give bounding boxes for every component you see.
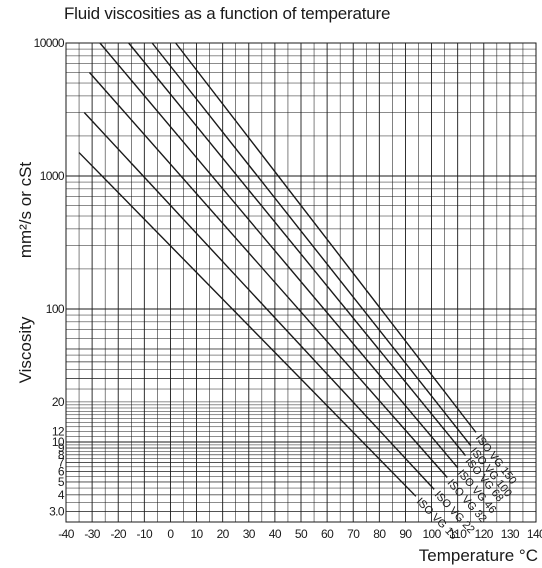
y-tick-label: 5 (58, 475, 65, 489)
y-tick-label: 20 (52, 395, 65, 409)
y-tick-label: 4 (58, 488, 65, 502)
series-lines (78, 42, 477, 497)
chart-title: Fluid viscosities as a function of tempe… (64, 4, 391, 23)
x-tick-label: 0 (167, 527, 174, 541)
series-line (78, 152, 417, 497)
x-tick-label: 100 (422, 527, 441, 541)
x-tick-label: 120 (475, 527, 494, 541)
x-tick-label: -20 (110, 527, 126, 541)
y-tick-label: 12 (52, 424, 65, 438)
x-tick-label: 30 (243, 527, 256, 541)
x-tick-label: 70 (347, 527, 360, 541)
y-tick-label: 7 (58, 456, 65, 470)
series-line (83, 112, 435, 490)
x-tick-label: 60 (321, 527, 334, 541)
y-tick-label: 6 (58, 464, 65, 478)
y-tick-label: 10000 (34, 36, 65, 50)
x-tick-label: 140 (527, 527, 542, 541)
y-tick-label: 1000 (40, 169, 65, 183)
y-tick-label: 9 (58, 441, 65, 455)
x-tick-label: -40 (58, 527, 74, 541)
x-tick-label: 130 (501, 527, 520, 541)
x-tick-label: 110 (449, 527, 467, 541)
x-tick-label: 40 (269, 527, 282, 541)
y-tick-label: 3.0 (49, 504, 65, 518)
series-line (99, 42, 459, 469)
series-line (151, 42, 472, 446)
x-axis-label: Temperature °C (418, 546, 538, 565)
y-tick-label: 100 (46, 302, 65, 316)
x-tick-label: 80 (373, 527, 386, 541)
series-line (175, 42, 477, 433)
x-tick-label: -10 (137, 527, 153, 541)
series-line (88, 72, 448, 478)
x-tick-labels: -40 -30 -20 -10 0 10 20 30 40 50 60 70 80 90 100 110 120… (58, 527, 542, 541)
series-line (128, 42, 467, 456)
x-tick-label: 50 (295, 527, 308, 541)
x-tick-label: 10 (190, 527, 203, 541)
x-tick-label: -30 (84, 527, 100, 541)
x-tick-label: 20 (217, 527, 230, 541)
x-tick-label: 90 (399, 527, 412, 541)
y-tick-label: 10 (52, 435, 65, 449)
y-tick-label: 8 (58, 448, 65, 462)
grid (65, 42, 537, 523)
